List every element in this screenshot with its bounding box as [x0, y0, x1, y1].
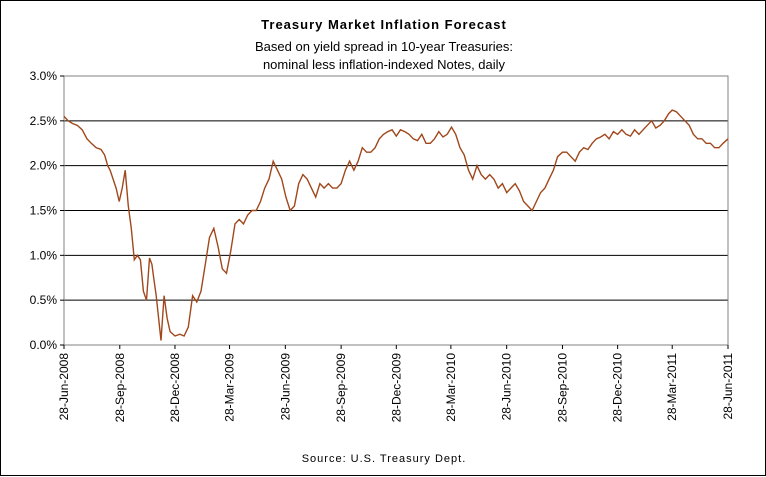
y-tick-label: 1.5%	[30, 204, 58, 218]
x-tick-label: 28-Jun-2010	[500, 353, 514, 421]
x-tick-label: 28-Dec-2009	[389, 353, 403, 423]
x-tick-label: 28-Jun-2008	[57, 353, 71, 421]
x-tick-label: 28-Sep-2010	[555, 353, 569, 423]
y-tick-label: 2.0%	[30, 159, 58, 173]
y-tick-label: 1.0%	[30, 248, 58, 262]
y-tick-label: 2.5%	[30, 114, 58, 128]
x-tick-label: 28-Sep-2008	[113, 353, 127, 423]
chart-subtitle-line-2: nominal less inflation-indexed Notes, da…	[262, 57, 506, 72]
chart-subtitle-line-1: Based on yield spread in 10-year Treasur…	[255, 39, 513, 54]
source-note: Source: U.S. Treasury Dept.	[301, 453, 467, 465]
x-axis: 28-Jun-2008 28-Sep-2008 28-Dec-2008 28-Mar-…	[57, 345, 735, 422]
y-axis: 0.0% 0.5% 1.0% 1.5% 2.0% 2.5% 3.0%	[30, 69, 64, 352]
y-tick-label: 3.0%	[30, 69, 58, 83]
x-tick-label: 28-Jun-2009	[278, 353, 292, 421]
x-tick-label: 28-Mar-2010	[444, 353, 458, 422]
x-tick-label: 28-Mar-2011	[665, 353, 679, 421]
y-tick-label: 0.0%	[30, 338, 58, 352]
x-tick-label: 28-Jun-2011	[721, 353, 735, 420]
gridlines	[64, 120, 728, 301]
y-tick-label: 0.5%	[30, 293, 58, 307]
x-tick-label: 28-Dec-2008	[168, 353, 182, 423]
x-tick-label: 28-Mar-2009	[223, 353, 237, 422]
series-line	[63, 109, 729, 341]
x-tick-label: 28-Sep-2009	[334, 353, 348, 423]
x-tick-label: 28-Dec-2010	[611, 353, 625, 423]
chart-title: Treasury Market Inflation Forecast	[261, 17, 507, 32]
